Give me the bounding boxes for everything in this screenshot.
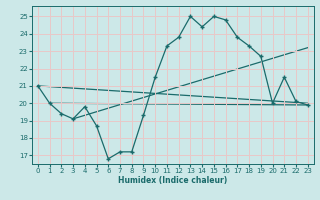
X-axis label: Humidex (Indice chaleur): Humidex (Indice chaleur) [118,176,228,185]
